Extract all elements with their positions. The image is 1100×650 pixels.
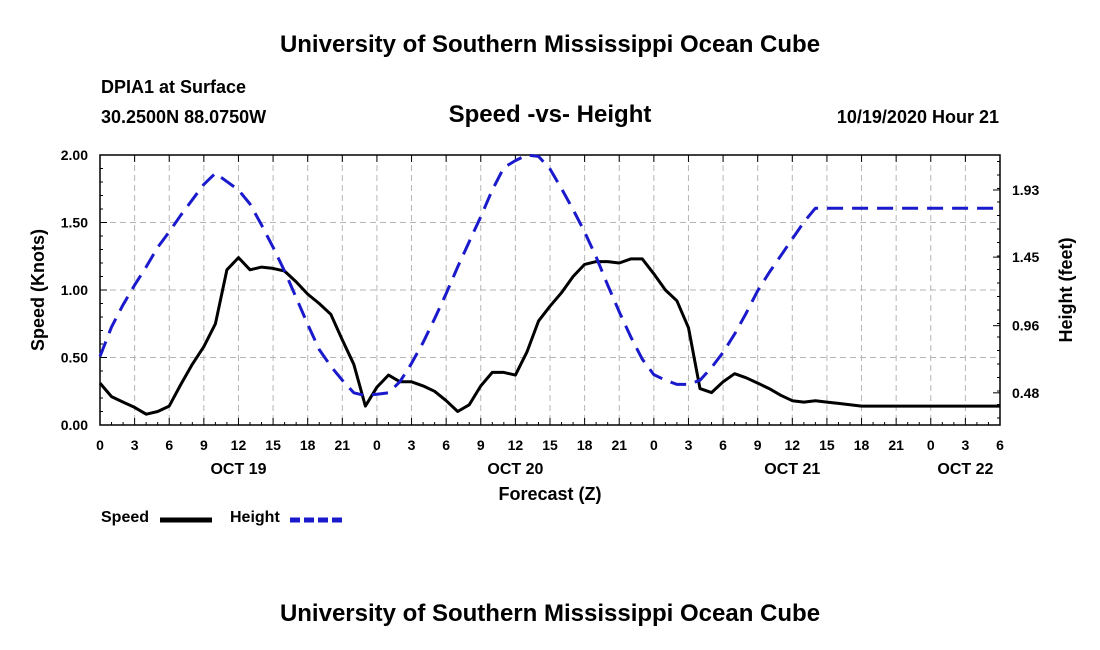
- date-label: OCT 19: [210, 461, 266, 478]
- x-tick-label: 18: [854, 437, 870, 453]
- y-tick-label: 0.00: [61, 417, 88, 433]
- x-tick-label: 9: [200, 437, 208, 453]
- datetime-label: 10/19/2020 Hour 21: [836, 107, 999, 127]
- y-tick-label: 1.50: [61, 215, 88, 231]
- x-tick-label: 3: [961, 437, 969, 453]
- series-line-speed: [98, 256, 1000, 416]
- legend-height-label: Height: [230, 509, 280, 526]
- chart-title: University of Southern Mississippi Ocean…: [279, 31, 821, 58]
- x-tick-label: 12: [785, 437, 801, 453]
- x-tick-label: 3: [131, 437, 139, 453]
- x-tick-label: 18: [577, 437, 593, 453]
- x-tick-label: 6: [442, 437, 450, 453]
- x-tick-label: 21: [888, 437, 904, 453]
- y2-tick-label: 0.48: [1012, 385, 1039, 401]
- y-axis-title: Speed (Knots): [28, 229, 48, 351]
- y-tick-label: 2.00: [61, 147, 88, 163]
- y2-tick-label: 1.93: [1012, 182, 1039, 198]
- x-axis-title: Forecast (Z): [498, 484, 601, 504]
- y2-tick-label: 0.96: [1012, 318, 1039, 334]
- x-tick-label: 21: [611, 437, 627, 453]
- x-tick-label: 0: [96, 437, 104, 453]
- footer-title: University of Southern Mississippi Ocean…: [279, 600, 821, 627]
- legend-speed-label: Speed: [101, 509, 150, 526]
- x-tick-label: 0: [650, 437, 658, 453]
- x-tick-label: 0: [927, 437, 935, 453]
- date-label: OCT 20: [487, 461, 543, 478]
- y-tick-label: 0.50: [61, 350, 88, 366]
- x-tick-label: 21: [335, 437, 351, 453]
- date-label: OCT 21: [764, 461, 820, 478]
- x-tick-label: 12: [231, 437, 247, 453]
- x-tick-label: 18: [300, 437, 316, 453]
- x-tick-label: 6: [996, 437, 1004, 453]
- chart-subtitle: Speed -vs- Height: [448, 101, 652, 128]
- x-tick-label: 15: [542, 437, 558, 453]
- x-tick-label: 12: [508, 437, 524, 453]
- x-tick-label: 15: [265, 437, 281, 453]
- x-tick-label: 9: [754, 437, 762, 453]
- y-tick-label: 1.00: [61, 282, 88, 298]
- x-tick-label: 0: [373, 437, 381, 453]
- coordinates-label: 30.2500N 88.0750W: [101, 107, 267, 127]
- date-label: OCT 22: [937, 461, 993, 478]
- x-tick-label: 6: [165, 437, 173, 453]
- x-tick-label: 3: [685, 437, 693, 453]
- x-tick-label: 9: [477, 437, 485, 453]
- series-line-height: [98, 153, 1000, 398]
- y2-axis-title: Height (feet): [1056, 238, 1076, 343]
- x-tick-label: 3: [408, 437, 416, 453]
- y2-tick-label: 1.45: [1012, 249, 1039, 265]
- x-tick-label: 15: [819, 437, 835, 453]
- station-label: DPIA1 at Surface: [101, 77, 247, 97]
- x-tick-label: 6: [719, 437, 727, 453]
